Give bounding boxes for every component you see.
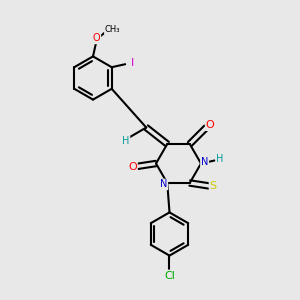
- Text: I: I: [130, 58, 134, 68]
- Text: H: H: [216, 154, 224, 164]
- Text: S: S: [210, 181, 217, 191]
- Text: Cl: Cl: [164, 271, 175, 281]
- Text: CH₃: CH₃: [105, 25, 120, 34]
- Text: N: N: [201, 157, 208, 167]
- Text: H: H: [122, 136, 130, 146]
- Text: O: O: [128, 162, 137, 172]
- Text: N: N: [160, 179, 167, 190]
- Text: O: O: [206, 120, 214, 130]
- Text: O: O: [93, 33, 101, 43]
